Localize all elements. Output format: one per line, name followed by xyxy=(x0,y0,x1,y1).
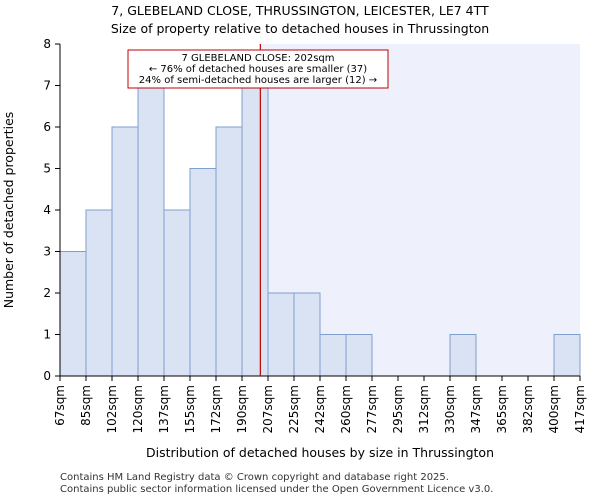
x-tick-label: 312sqm xyxy=(417,385,431,433)
x-tick-label: 260sqm xyxy=(339,385,353,433)
x-tick-label: 225sqm xyxy=(287,385,301,433)
x-tick-label: 417sqm xyxy=(573,385,587,433)
bar xyxy=(319,334,347,377)
histogram-chart: 0 1 2 3 4 5 6 7 8 67sqm 85sqm 102sqm 120sqm 137sqm 15… xyxy=(1,37,587,460)
bar xyxy=(85,209,113,377)
annotation-box: 7 GLEBELAND CLOSE: 202sqm ← 76% of detac… xyxy=(127,49,389,89)
y-tick-label: 5 xyxy=(43,162,51,176)
y-tick-label: 2 xyxy=(43,286,51,300)
bar xyxy=(137,85,165,377)
bar xyxy=(293,292,321,377)
chart-subtitle: Size of property relative to detached ho… xyxy=(110,21,490,36)
y-tick-label: 6 xyxy=(43,120,51,134)
bar xyxy=(345,334,373,377)
x-tick-label: 330sqm xyxy=(443,385,457,433)
y-tick-label: 0 xyxy=(43,369,51,383)
x-tick-label: 85sqm xyxy=(79,385,93,426)
x-axis-label: Distribution of detached houses by size … xyxy=(146,445,494,460)
bar xyxy=(59,251,87,377)
y-axis-label: Number of detached properties xyxy=(1,112,16,309)
annotation-border xyxy=(127,49,389,89)
x-tick-label: 137sqm xyxy=(157,385,171,433)
y-tick-label: 7 xyxy=(43,79,51,93)
x-tick-label: 382sqm xyxy=(521,385,535,433)
x-tick-label: 365sqm xyxy=(495,385,509,433)
footer-licence: Contains public sector information licen… xyxy=(60,484,494,495)
x-tick-label: 155sqm xyxy=(183,385,197,433)
y-tick-label: 1 xyxy=(43,328,51,342)
x-tick-label: 172sqm xyxy=(209,385,223,433)
bar xyxy=(241,85,269,377)
bar xyxy=(189,168,217,377)
x-tick-label: 102sqm xyxy=(105,385,119,433)
footer-copyright: Contains HM Land Registry data © Crown c… xyxy=(60,472,449,483)
y-tick-label: 3 xyxy=(43,245,51,259)
bar xyxy=(267,292,295,377)
x-tick-label: 347sqm xyxy=(469,385,483,433)
bar xyxy=(163,209,191,377)
x-tick-label: 67sqm xyxy=(53,385,67,426)
annotation-line-1: 7 GLEBELAND CLOSE: 202sqm xyxy=(181,53,334,64)
annotation-line-3: 24% of semi-detached houses are larger (… xyxy=(139,75,377,86)
annotation-line-2: ← 76% of detached houses are smaller (37… xyxy=(149,64,367,75)
x-tick-label: 207sqm xyxy=(261,385,275,433)
bar xyxy=(215,126,243,377)
x-tick-label: 242sqm xyxy=(313,385,327,433)
chart-title: 7, GLEBELAND CLOSE, THRUSSINGTON, LEICES… xyxy=(111,3,489,18)
x-tick-label: 120sqm xyxy=(131,385,145,433)
x-tick-label: 400sqm xyxy=(547,385,561,433)
x-tick-label: 190sqm xyxy=(235,385,249,433)
y-tick-label: 8 xyxy=(43,37,51,51)
y-tick-label: 4 xyxy=(43,203,51,217)
x-tick-label: 277sqm xyxy=(365,385,379,433)
bar xyxy=(111,126,139,377)
x-tick-label: 295sqm xyxy=(391,385,405,433)
bar xyxy=(553,334,581,377)
bar xyxy=(449,334,477,377)
